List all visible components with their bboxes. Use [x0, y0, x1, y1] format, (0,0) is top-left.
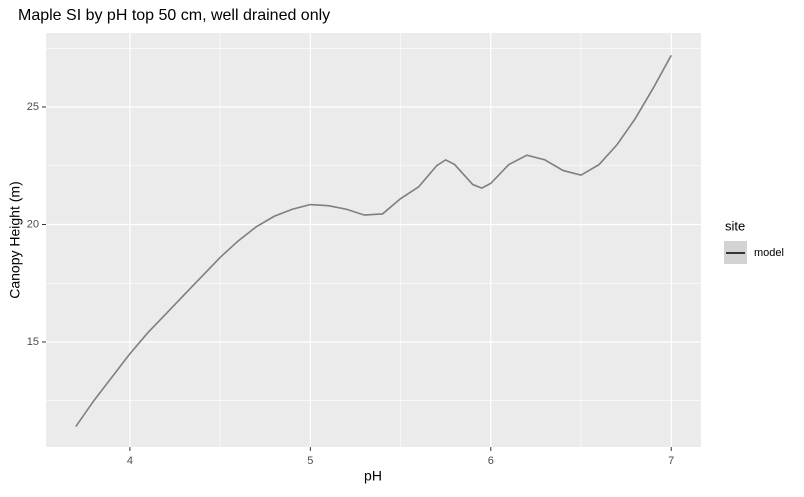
x-axis-title: pH	[364, 468, 382, 484]
x-tick-label: 4	[127, 455, 133, 467]
y-axis-title: Canopy Height (m)	[7, 181, 23, 299]
x-tick-label: 7	[668, 455, 674, 467]
legend-label: model	[754, 247, 784, 259]
y-tick-label: 20	[27, 218, 39, 230]
y-tick-label: 15	[27, 336, 39, 348]
chart-title: Maple SI by pH top 50 cm, well drained o…	[18, 7, 330, 24]
x-tick-label: 6	[488, 455, 494, 467]
panel	[46, 33, 701, 447]
data-line	[75, 54, 672, 428]
y-tick-label: 25	[27, 101, 39, 113]
legend-title: site	[725, 218, 745, 233]
x-tick-label: 5	[307, 455, 313, 467]
